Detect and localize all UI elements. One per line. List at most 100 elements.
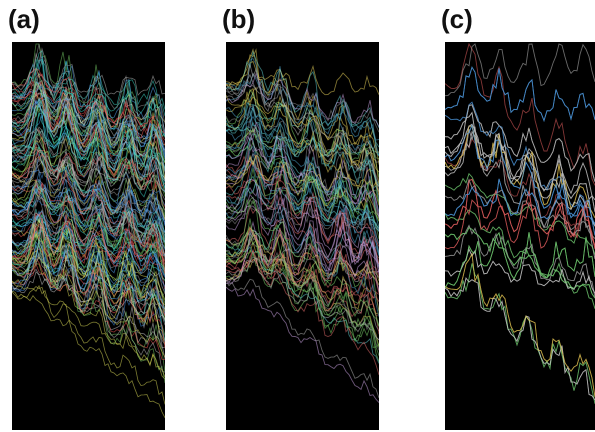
trace-line xyxy=(12,184,165,215)
trace-line xyxy=(226,88,379,178)
trace-line xyxy=(445,227,595,299)
trace-line xyxy=(226,257,379,341)
trace-line xyxy=(12,70,165,100)
trace-line xyxy=(12,43,165,124)
trace-line xyxy=(226,234,379,327)
trace-line xyxy=(12,185,165,240)
trace-line xyxy=(12,232,165,313)
trace-line xyxy=(226,236,379,341)
trace-line xyxy=(12,144,165,274)
trace-line xyxy=(12,88,165,133)
trace-line xyxy=(12,285,165,405)
trace-line xyxy=(445,123,595,213)
trace-line xyxy=(12,220,165,306)
trace-line xyxy=(445,66,595,122)
trace-line xyxy=(12,208,165,298)
trace-line xyxy=(226,126,379,198)
trace-line xyxy=(12,178,165,225)
trace-line xyxy=(226,249,379,348)
trace-line xyxy=(12,58,165,189)
trace-line xyxy=(12,82,165,164)
trace-line xyxy=(226,179,379,273)
trace-line xyxy=(226,86,379,187)
panel-label-c: (c) xyxy=(441,4,473,34)
trace-line xyxy=(445,172,595,255)
trace-line xyxy=(12,180,165,269)
trace-line xyxy=(445,101,595,226)
trace-line xyxy=(226,48,379,192)
trace-line xyxy=(445,111,595,227)
trace-line xyxy=(12,213,165,265)
trace-line xyxy=(12,150,165,187)
panel-c-image xyxy=(445,42,595,430)
trace-line xyxy=(12,210,165,278)
trace-line xyxy=(445,104,595,182)
trace-line xyxy=(226,175,379,232)
trace-line xyxy=(445,42,595,186)
trace-line xyxy=(445,104,595,182)
trace-line xyxy=(445,126,595,260)
trace-line xyxy=(226,64,379,192)
trace-line xyxy=(12,87,165,133)
trace-line xyxy=(226,120,379,219)
trace-line xyxy=(12,96,165,211)
trace-line xyxy=(226,286,379,403)
trace-line xyxy=(12,280,165,378)
trace-line xyxy=(12,67,165,146)
trace-line xyxy=(445,231,595,289)
trace-line xyxy=(12,252,165,373)
trace-line xyxy=(445,178,595,224)
trace-line xyxy=(226,185,379,274)
trace-line xyxy=(226,142,379,268)
trace-line xyxy=(445,247,595,294)
trace-line xyxy=(12,81,165,117)
trace-line xyxy=(226,168,379,213)
panel-label-a: (a) xyxy=(8,4,40,34)
panel-b-image xyxy=(226,42,379,430)
trace-line xyxy=(12,241,165,310)
trace-line xyxy=(12,217,165,341)
trace-line xyxy=(226,87,379,206)
trace-line xyxy=(226,120,379,229)
trace-line xyxy=(226,183,379,317)
trace-line xyxy=(12,241,165,287)
trace-line xyxy=(12,112,165,172)
trace-line xyxy=(12,86,165,151)
trace-line xyxy=(12,126,165,201)
trace-line xyxy=(12,291,165,418)
trace-line xyxy=(12,67,165,216)
trace-line xyxy=(445,123,595,236)
panel-label-b: (b) xyxy=(222,4,256,34)
trace-line xyxy=(226,60,379,96)
trace-line xyxy=(12,67,165,141)
trace-line xyxy=(445,252,595,398)
trace-line xyxy=(226,226,379,294)
trace-line xyxy=(226,130,379,216)
trace-line xyxy=(12,47,165,182)
trace-line xyxy=(12,111,165,188)
trace-line xyxy=(445,104,595,182)
trace-line xyxy=(226,105,379,232)
trace-line xyxy=(226,251,379,356)
trace-line xyxy=(226,278,379,399)
trace-line xyxy=(445,252,595,398)
trace-line xyxy=(226,118,379,255)
trace-line xyxy=(12,171,165,301)
trace-line xyxy=(226,225,379,284)
trace-line xyxy=(445,43,595,97)
trace-line xyxy=(12,98,165,192)
trace-line xyxy=(226,205,379,312)
trace-line xyxy=(226,58,379,156)
trace-line xyxy=(445,199,595,250)
panel-a-traces xyxy=(12,43,165,418)
trace-line xyxy=(445,125,595,219)
trace-line xyxy=(12,43,165,137)
trace-line xyxy=(226,72,379,127)
trace-line xyxy=(226,105,379,186)
trace-line xyxy=(445,263,595,404)
trace-line xyxy=(12,271,165,320)
trace-line xyxy=(226,198,379,327)
panel-b-traces xyxy=(226,47,379,403)
trace-line xyxy=(12,82,165,193)
trace-line xyxy=(12,217,165,349)
